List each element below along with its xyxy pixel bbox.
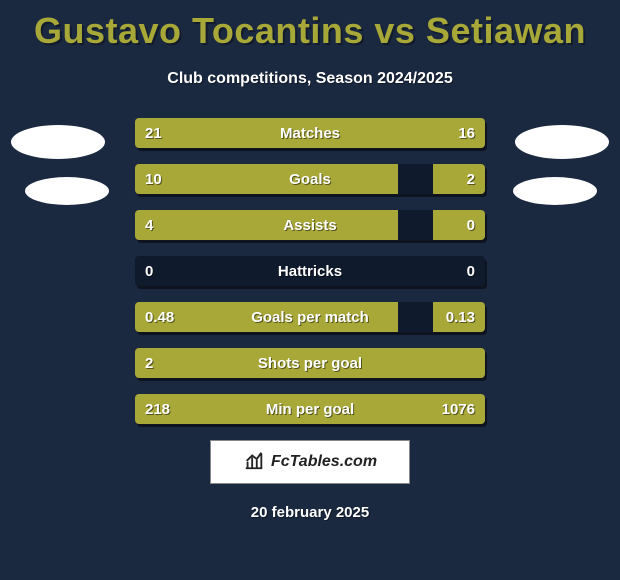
player-left-avatar [8, 122, 108, 162]
player-right-avatar-2 [510, 174, 600, 208]
page-subtitle: Club competitions, Season 2024/2025 [0, 70, 620, 88]
chart-icon [243, 449, 265, 476]
stat-label: Hattricks [135, 256, 485, 286]
stat-bars: 2116Matches 102Goals 40Assists 00Hattricks 0… [135, 118, 485, 424]
stat-row: 00Hattricks [135, 256, 485, 286]
comparison-area: 2116Matches 102Goals 40Assists 00Hattricks 0… [0, 118, 620, 424]
page-title: Gustavo Tocantins vs Setiawan [0, 0, 620, 52]
stat-row: 40Assists [135, 210, 485, 240]
stat-row: 102Goals [135, 164, 485, 194]
brand-text: FcTables.com [271, 453, 377, 471]
stat-label: Matches [135, 118, 485, 148]
generated-date: 20 february 2025 [0, 504, 620, 521]
player-right-avatar [512, 122, 612, 162]
stat-label: Assists [135, 210, 485, 240]
stat-row: 2116Matches [135, 118, 485, 148]
stat-label: Min per goal [135, 394, 485, 424]
stat-row: 2Shots per goal [135, 348, 485, 378]
stat-label: Shots per goal [135, 348, 485, 378]
brand-badge: FcTables.com [210, 440, 410, 484]
player-left-avatar-2 [22, 174, 112, 208]
stat-row: 0.480.13Goals per match [135, 302, 485, 332]
stat-label: Goals [135, 164, 485, 194]
stat-row: 2181076Min per goal [135, 394, 485, 424]
stat-label: Goals per match [135, 302, 485, 332]
